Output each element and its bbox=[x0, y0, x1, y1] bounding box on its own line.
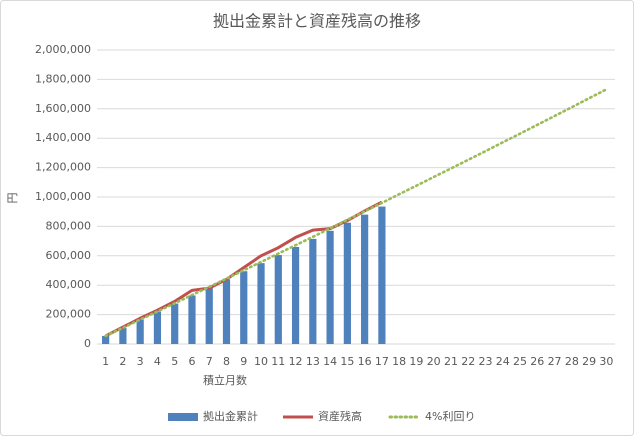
x-tick-label: 11 bbox=[271, 355, 285, 368]
bar bbox=[240, 271, 248, 344]
x-tick-label: 2 bbox=[119, 355, 126, 368]
x-tick-label: 12 bbox=[289, 355, 303, 368]
x-tick-label: 4 bbox=[154, 355, 161, 368]
x-tick-label: 1 bbox=[102, 355, 109, 368]
bar bbox=[361, 214, 369, 344]
y-tick-label: 200,000 bbox=[46, 308, 92, 321]
x-tick-label: 8 bbox=[223, 355, 230, 368]
x-tick-label: 6 bbox=[188, 355, 195, 368]
x-tick-label: 16 bbox=[358, 355, 372, 368]
x-tick-label: 10 bbox=[254, 355, 268, 368]
bar bbox=[378, 206, 386, 344]
y-tick-label: 1,600,000 bbox=[35, 102, 91, 115]
x-tick-label: 21 bbox=[444, 355, 458, 368]
bar bbox=[326, 230, 334, 344]
bar bbox=[257, 263, 265, 344]
x-tick-label: 3 bbox=[137, 355, 144, 368]
y-tick-label: 0 bbox=[84, 337, 91, 350]
bar bbox=[102, 335, 110, 344]
bar bbox=[274, 255, 282, 344]
y-axis-title: 円 bbox=[6, 193, 19, 204]
y-tick-label: 600,000 bbox=[46, 249, 92, 262]
x-tick-label: 17 bbox=[375, 355, 389, 368]
x-tick-label: 23 bbox=[479, 355, 493, 368]
x-axis-title: 積立月数 bbox=[203, 373, 247, 387]
x-tick-label: 29 bbox=[582, 355, 596, 368]
bar bbox=[188, 295, 196, 344]
x-tick-label: 9 bbox=[240, 355, 247, 368]
x-tick-label: 30 bbox=[599, 355, 613, 368]
y-tick-label: 1,200,000 bbox=[35, 161, 91, 174]
bar bbox=[119, 327, 127, 344]
bar bbox=[309, 238, 317, 344]
legend-label: 資産残高 bbox=[318, 409, 362, 423]
y-tick-label: 400,000 bbox=[46, 278, 92, 291]
bar bbox=[171, 303, 179, 344]
y-tick-label: 1,400,000 bbox=[35, 131, 91, 144]
x-tick-label: 26 bbox=[530, 355, 544, 368]
bar bbox=[136, 319, 144, 344]
x-tick-label: 25 bbox=[513, 355, 527, 368]
x-tick-label: 22 bbox=[461, 355, 475, 368]
x-tick-label: 14 bbox=[323, 355, 337, 368]
legend-label: 4%利回り bbox=[425, 410, 475, 423]
x-tick-label: 5 bbox=[171, 355, 178, 368]
y-tick-label: 800,000 bbox=[46, 219, 92, 232]
x-tick-label: 13 bbox=[306, 355, 320, 368]
x-tick-label: 28 bbox=[565, 355, 579, 368]
legend-label: 拠出金累計 bbox=[203, 409, 258, 423]
x-tick-label: 20 bbox=[427, 355, 441, 368]
x-tick-label: 24 bbox=[496, 355, 510, 368]
y-tick-label: 1,800,000 bbox=[35, 72, 91, 85]
y-tick-label: 2,000,000 bbox=[35, 43, 91, 56]
bar bbox=[153, 311, 162, 344]
bar bbox=[222, 279, 231, 344]
bar bbox=[291, 246, 300, 344]
x-tick-label: 27 bbox=[548, 355, 562, 368]
x-tick-label: 7 bbox=[206, 355, 213, 368]
x-tick-label: 19 bbox=[409, 355, 423, 368]
bar bbox=[343, 222, 351, 344]
chart-title: 拠出金累計と資産残高の推移 bbox=[213, 12, 421, 31]
x-tick-label: 18 bbox=[392, 355, 406, 368]
series-line bbox=[104, 88, 608, 338]
legend-swatch bbox=[168, 413, 198, 421]
y-tick-label: 1,000,000 bbox=[35, 190, 91, 203]
x-tick-label: 15 bbox=[340, 355, 354, 368]
bar bbox=[205, 287, 213, 344]
